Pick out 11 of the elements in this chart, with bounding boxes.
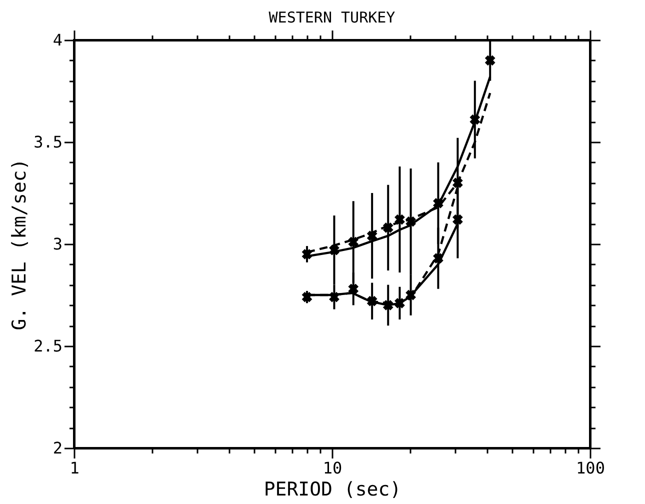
x-tick-label: 100 (576, 458, 605, 478)
y-tick-label: 2.5 (34, 336, 62, 356)
y-tick-label: 3.5 (34, 132, 62, 152)
x-tick-label: 10 (322, 458, 342, 478)
y-axis-title: G. VEL (km/sec) (8, 158, 31, 330)
x-tick-label: 1 (70, 458, 80, 478)
x-axis-title: PERIOD (sec) (264, 478, 402, 500)
y-tick-label: 2 (52, 438, 62, 458)
y-tick-label: 4 (52, 30, 62, 50)
chart-title: WESTERN TURKEY (268, 8, 396, 26)
y-tick-label: 3 (52, 234, 62, 254)
